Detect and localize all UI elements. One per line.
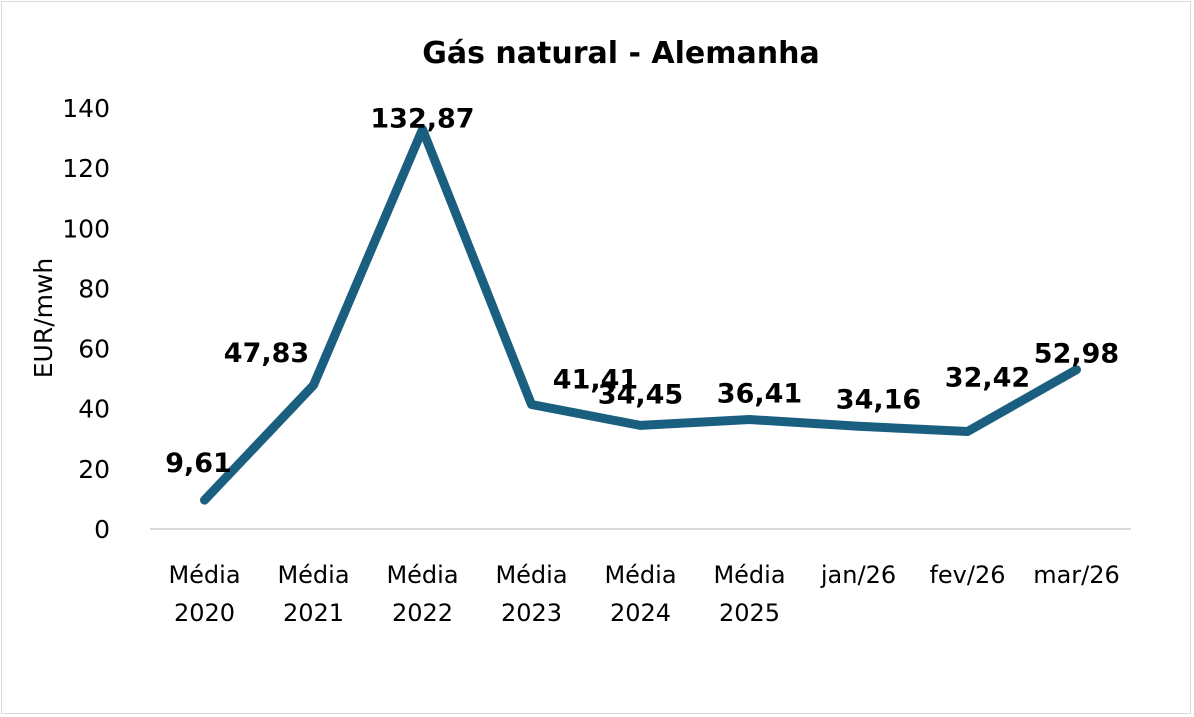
data-label: 41,41: [553, 364, 638, 395]
y-tick-label: 80: [78, 274, 110, 303]
data-label: 32,42: [945, 363, 1030, 394]
y-tick-label: 100: [62, 214, 110, 243]
x-tick-label: mar/26: [1033, 561, 1120, 589]
data-label: 36,41: [717, 379, 802, 410]
x-tick-labels: Média 2020 Média 2021 Média 2022 Média 2023 Médi…: [168, 561, 1119, 627]
y-tick-label: 60: [78, 335, 110, 364]
data-label: 34,16: [836, 384, 921, 415]
data-label: 47,83: [224, 338, 309, 369]
data-label: 9,61: [165, 448, 232, 479]
series-line: [200, 124, 1081, 505]
x-tick-label: fev/26: [929, 561, 1005, 589]
y-tick-label: 140: [62, 94, 110, 123]
y-tick-label: 20: [78, 455, 110, 484]
x-tick-label: Média 2023: [495, 561, 567, 627]
x-tick-label: Média 2024: [604, 561, 676, 627]
x-tick-label: Média 2022: [386, 561, 458, 627]
series-lines: [200, 124, 1081, 505]
data-label: 132,87: [370, 103, 474, 134]
y-tick-labels: 0 20 40 60 80 100 120 140: [62, 94, 110, 544]
x-tick-label: Média 2025: [713, 561, 785, 627]
chart-title: Gás natural - Alemanha: [422, 36, 819, 71]
y-tick-label: 120: [62, 154, 110, 183]
x-tick-label: jan/26: [820, 561, 896, 589]
y-tick-label: 40: [78, 395, 110, 424]
data-label: 34,45: [598, 379, 683, 410]
x-tick-label: Média 2021: [277, 561, 349, 627]
y-axis-label: EUR/mwh: [29, 258, 58, 379]
x-tick-label: Média 2020: [168, 561, 240, 627]
data-label: 52,98: [1034, 339, 1119, 370]
y-tick-label: 0: [94, 515, 110, 544]
